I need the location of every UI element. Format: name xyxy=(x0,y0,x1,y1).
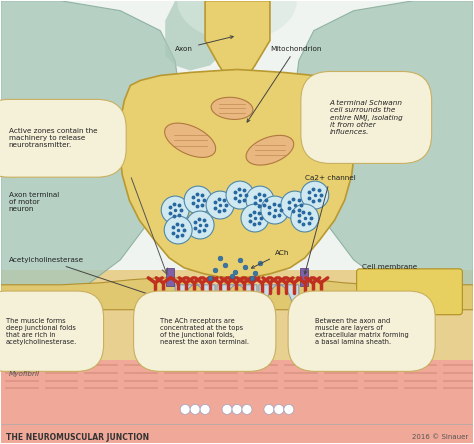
Circle shape xyxy=(246,186,274,214)
Circle shape xyxy=(180,404,190,414)
Circle shape xyxy=(222,404,232,414)
Circle shape xyxy=(301,181,329,209)
Ellipse shape xyxy=(164,123,216,158)
Text: Axon: Axon xyxy=(175,36,233,52)
Ellipse shape xyxy=(246,135,294,165)
Polygon shape xyxy=(205,1,270,85)
Text: 2016 © Sinauer: 2016 © Sinauer xyxy=(412,434,468,440)
Circle shape xyxy=(264,404,274,414)
Text: Axon terminal
of motor
neuron: Axon terminal of motor neuron xyxy=(9,192,59,212)
Text: Myofibril: Myofibril xyxy=(9,371,40,377)
Text: Acetylcholinesterase: Acetylcholinesterase xyxy=(9,257,191,309)
Circle shape xyxy=(190,404,200,414)
Bar xyxy=(166,268,174,286)
Text: The muscle forms
deep junctional folds
that are rich in
acetylcholinesterase.: The muscle forms deep junctional folds t… xyxy=(6,318,77,345)
Text: Between the axon and
muscle are layers of
extracellular matrix forming
a basal l: Between the axon and muscle are layers o… xyxy=(315,318,409,345)
Polygon shape xyxy=(217,285,257,355)
Circle shape xyxy=(241,204,269,232)
Circle shape xyxy=(261,196,289,224)
Circle shape xyxy=(242,404,252,414)
Bar xyxy=(300,268,308,286)
Polygon shape xyxy=(119,69,355,278)
Polygon shape xyxy=(259,285,299,355)
Bar xyxy=(0,270,474,389)
Polygon shape xyxy=(294,1,474,300)
Circle shape xyxy=(164,216,192,244)
FancyBboxPatch shape xyxy=(356,269,462,315)
Text: Ca2+ channel: Ca2+ channel xyxy=(304,175,356,274)
Circle shape xyxy=(291,204,319,232)
Bar xyxy=(0,360,474,443)
Polygon shape xyxy=(175,285,215,355)
Text: Active zones contain the
machinery to release
neurotransmitter.: Active zones contain the machinery to re… xyxy=(9,128,97,148)
Ellipse shape xyxy=(177,0,297,40)
Text: The ACh receptors are
concentrated at the tops
of the junctional folds,
nearest : The ACh receptors are concentrated at th… xyxy=(160,318,249,345)
Polygon shape xyxy=(0,1,180,300)
Bar xyxy=(0,1,474,320)
Circle shape xyxy=(274,404,284,414)
Text: ACh: ACh xyxy=(251,250,289,268)
Circle shape xyxy=(232,404,242,414)
Polygon shape xyxy=(0,278,474,310)
Circle shape xyxy=(186,211,214,239)
Text: A terminal Schwann
cell surrounds the
entire NMJ, isolating
it from other
influe: A terminal Schwann cell surrounds the en… xyxy=(330,100,403,135)
Text: Mitochondrion: Mitochondrion xyxy=(247,46,321,122)
Text: THE NEUROMUSCULAR JUNCTION: THE NEUROMUSCULAR JUNCTION xyxy=(6,433,149,442)
Circle shape xyxy=(206,191,234,219)
Circle shape xyxy=(284,404,294,414)
Circle shape xyxy=(184,186,212,214)
Text: Cell membrane: Cell membrane xyxy=(362,264,417,270)
Polygon shape xyxy=(165,1,237,71)
Circle shape xyxy=(200,404,210,414)
Ellipse shape xyxy=(211,97,253,119)
Circle shape xyxy=(226,181,254,209)
Circle shape xyxy=(281,191,309,219)
Circle shape xyxy=(161,196,189,224)
